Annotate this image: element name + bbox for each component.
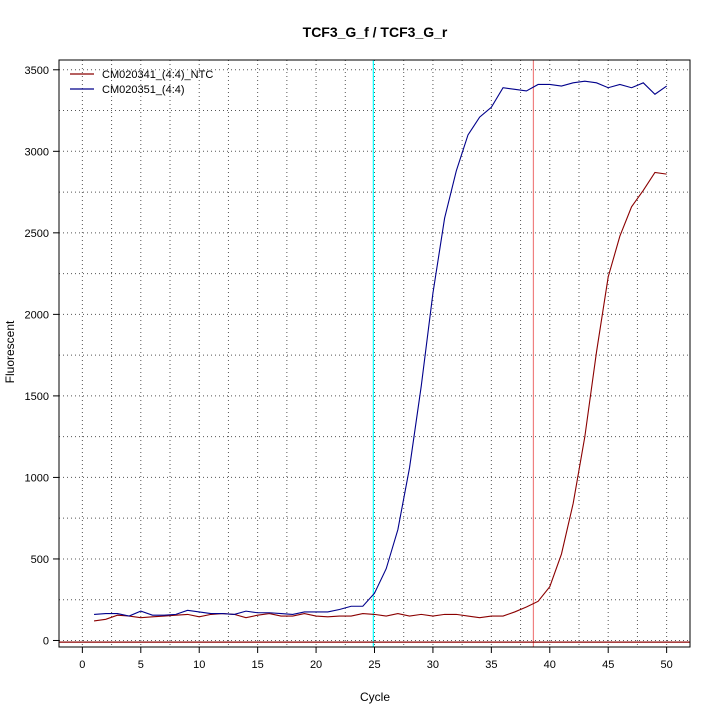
y-axis-label: Fluorescent xyxy=(3,320,17,383)
y-axis: 0 500 1000 1500 2000 2500 3000 3500 xyxy=(25,65,59,647)
x-axis-label: Cycle xyxy=(360,690,390,704)
x-tick-label: 25 xyxy=(368,659,380,671)
y-tick-label: 1500 xyxy=(25,391,49,403)
y-tick-label: 0 xyxy=(43,635,49,647)
x-tick-label: 30 xyxy=(427,659,439,671)
reference-lines xyxy=(59,60,690,647)
legend-label: CM020351_(4:4) xyxy=(102,84,185,96)
x-tick-label: 20 xyxy=(310,659,322,671)
x-axis: 0 5 10 15 20 25 30 35 40 45 50 xyxy=(79,647,673,671)
chart-title: TCF3_G_f / TCF3_G_r xyxy=(303,24,448,40)
series-line-1 xyxy=(93,171,667,622)
series-line-2 xyxy=(94,80,667,617)
y-tick-label: 2000 xyxy=(25,309,49,321)
x-tick-label: 50 xyxy=(661,659,673,671)
x-tick-label: 40 xyxy=(544,659,556,671)
grid-lines xyxy=(59,60,690,647)
x-tick-label: 10 xyxy=(193,659,205,671)
x-tick-label: 15 xyxy=(252,659,264,671)
y-tick-label: 3000 xyxy=(25,146,49,158)
x-tick-label: 35 xyxy=(485,659,497,671)
legend: CM020341_(4:4)_NTC CM020351_(4:4) xyxy=(70,69,213,96)
x-tick-label: 5 xyxy=(138,659,144,671)
x-tick-label: 0 xyxy=(79,659,85,671)
y-tick-label: 1000 xyxy=(25,472,49,484)
legend-label: CM020341_(4:4)_NTC xyxy=(102,69,213,81)
y-tick-label: 500 xyxy=(31,554,49,566)
x-tick-label: 45 xyxy=(602,659,614,671)
y-tick-label: 3500 xyxy=(25,65,49,77)
series-lines xyxy=(93,80,667,622)
y-tick-label: 2500 xyxy=(25,228,49,240)
